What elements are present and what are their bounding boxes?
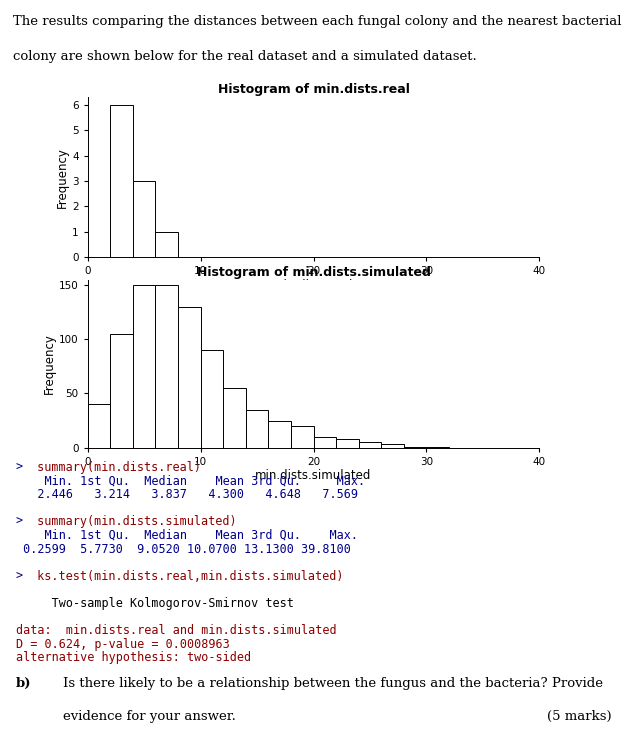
Y-axis label: Frequency: Frequency — [43, 333, 56, 394]
Bar — [133, 285, 155, 448]
Bar — [110, 334, 133, 448]
Text: (5 marks): (5 marks) — [547, 710, 611, 723]
Text: >: > — [16, 570, 23, 583]
Text: >: > — [16, 461, 23, 474]
Text: ks.test(min.dists.real,min.dists.simulated): ks.test(min.dists.real,min.dists.simulat… — [30, 570, 344, 583]
Bar — [336, 439, 359, 448]
Bar — [88, 404, 110, 448]
Text: Min. 1st Qu.  Median    Mean 3rd Qu.    Max.: Min. 1st Qu. Median Mean 3rd Qu. Max. — [16, 529, 357, 542]
Bar — [201, 350, 223, 448]
Text: data:  min.dists.real and min.dists.simulated: data: min.dists.real and min.dists.simul… — [16, 624, 336, 637]
Text: colony are shown below for the real dataset and a simulated dataset.: colony are shown below for the real data… — [13, 50, 477, 63]
Bar — [359, 442, 381, 448]
Text: Min. 1st Qu.  Median    Mean 3rd Qu.     Max.: Min. 1st Qu. Median Mean 3rd Qu. Max. — [16, 474, 365, 488]
Text: >: > — [16, 515, 23, 528]
Text: summary(min.dists.simulated): summary(min.dists.simulated) — [30, 515, 237, 528]
Bar — [223, 388, 246, 448]
Title: Histogram of min.dists.real: Histogram of min.dists.real — [218, 83, 409, 95]
Bar — [246, 410, 268, 448]
Bar — [110, 104, 133, 257]
Title: Histogram of min.dists.simulated: Histogram of min.dists.simulated — [196, 266, 431, 278]
Bar — [291, 426, 314, 448]
Text: Two-sample Kolmogorov-Smirnov test: Two-sample Kolmogorov-Smirnov test — [16, 597, 293, 610]
Bar — [133, 181, 155, 257]
Bar — [426, 447, 449, 448]
Bar — [268, 421, 291, 448]
Text: evidence for your answer.: evidence for your answer. — [63, 710, 236, 723]
Bar — [155, 285, 178, 448]
Text: The results comparing the distances between each fungal colony and the nearest b: The results comparing the distances betw… — [13, 15, 621, 28]
Text: b): b) — [16, 677, 31, 690]
Text: summary(min.dists.real): summary(min.dists.real) — [30, 461, 201, 474]
Text: 2.446   3.214   3.837   4.300   4.648   7.569: 2.446 3.214 3.837 4.300 4.648 7.569 — [16, 488, 357, 501]
Text: Is there likely to be a relationship between the fungus and the bacteria? Provid: Is there likely to be a relationship bet… — [63, 677, 603, 690]
Bar — [404, 447, 426, 448]
X-axis label: min.dists.real: min.dists.real — [273, 279, 354, 292]
Bar — [155, 232, 178, 257]
Bar — [314, 436, 336, 448]
Bar — [381, 445, 404, 448]
Text: D = 0.624, p-value = 0.0008963: D = 0.624, p-value = 0.0008963 — [16, 638, 229, 651]
Text: alternative hypothesis: two-sided: alternative hypothesis: two-sided — [16, 651, 251, 665]
Bar — [178, 307, 201, 448]
Text: 0.2599  5.7730  9.0520 10.0700 13.1300 39.8100: 0.2599 5.7730 9.0520 10.0700 13.1300 39.… — [16, 542, 350, 556]
Y-axis label: Frequency: Frequency — [56, 147, 70, 207]
X-axis label: min.dists.simulated: min.dists.simulated — [255, 469, 372, 483]
